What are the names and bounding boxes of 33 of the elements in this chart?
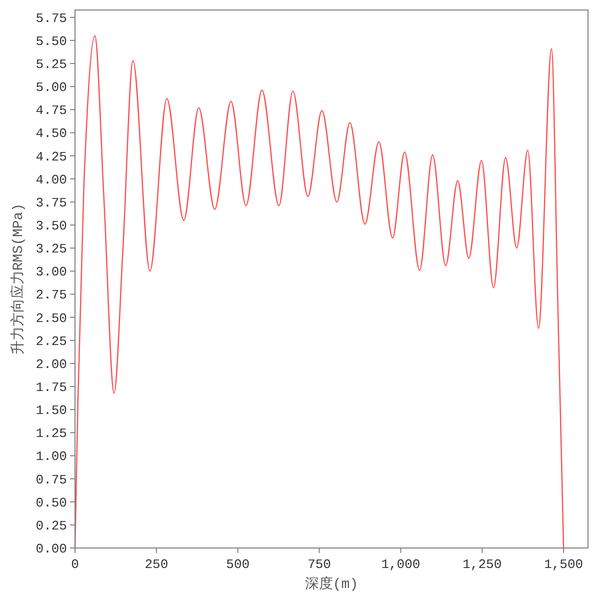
x-tick-label: 0 xyxy=(71,557,79,572)
y-tick-label: 1.50 xyxy=(36,403,67,418)
y-tick-label: 2.25 xyxy=(36,334,67,349)
y-tick-label: 5.25 xyxy=(36,57,67,72)
y-tick-label: 0.50 xyxy=(36,495,67,510)
y-tick-label: 1.25 xyxy=(36,426,67,442)
y-tick-label: 4.25 xyxy=(36,149,67,164)
x-tick-label: 750 xyxy=(308,557,331,572)
y-tick-label: 3.50 xyxy=(36,218,67,234)
x-tick-label: 500 xyxy=(226,557,250,572)
y-tick-label: 1.00 xyxy=(36,449,67,464)
y-tick-label: 4.00 xyxy=(36,172,67,188)
x-axis-title: 深度(m) xyxy=(304,576,358,593)
y-tick-label: 5.50 xyxy=(36,34,67,49)
y-tick-label: 0.25 xyxy=(36,518,67,534)
y-tick-label: 3.25 xyxy=(36,242,67,257)
y-tick-label: 2.75 xyxy=(36,288,67,303)
y-tick-label: 2.50 xyxy=(36,310,67,326)
y-axis-title: 升力方向应力RMS(MPa) xyxy=(10,203,27,355)
y-tick-label: 3.00 xyxy=(36,264,67,280)
y-tick-label: 1.75 xyxy=(36,380,67,396)
x-tick-label: 1,250 xyxy=(462,557,502,572)
y-tick-label: 5.75 xyxy=(36,10,67,26)
y-tick-label: 3.75 xyxy=(36,195,67,210)
y-tick-label: 0.00 xyxy=(36,542,67,556)
x-tick-label: 1,000 xyxy=(381,557,420,572)
y-tick-label: 2.00 xyxy=(36,356,67,372)
x-tick-label: 1,500 xyxy=(544,557,584,572)
y-tick-label: 4.75 xyxy=(36,103,67,118)
y-tick-label: 4.50 xyxy=(36,126,67,142)
y-tick-label: 5.00 xyxy=(36,80,67,96)
x-tick-label: 250 xyxy=(144,557,168,572)
y-tick-label: 0.75 xyxy=(36,472,67,488)
